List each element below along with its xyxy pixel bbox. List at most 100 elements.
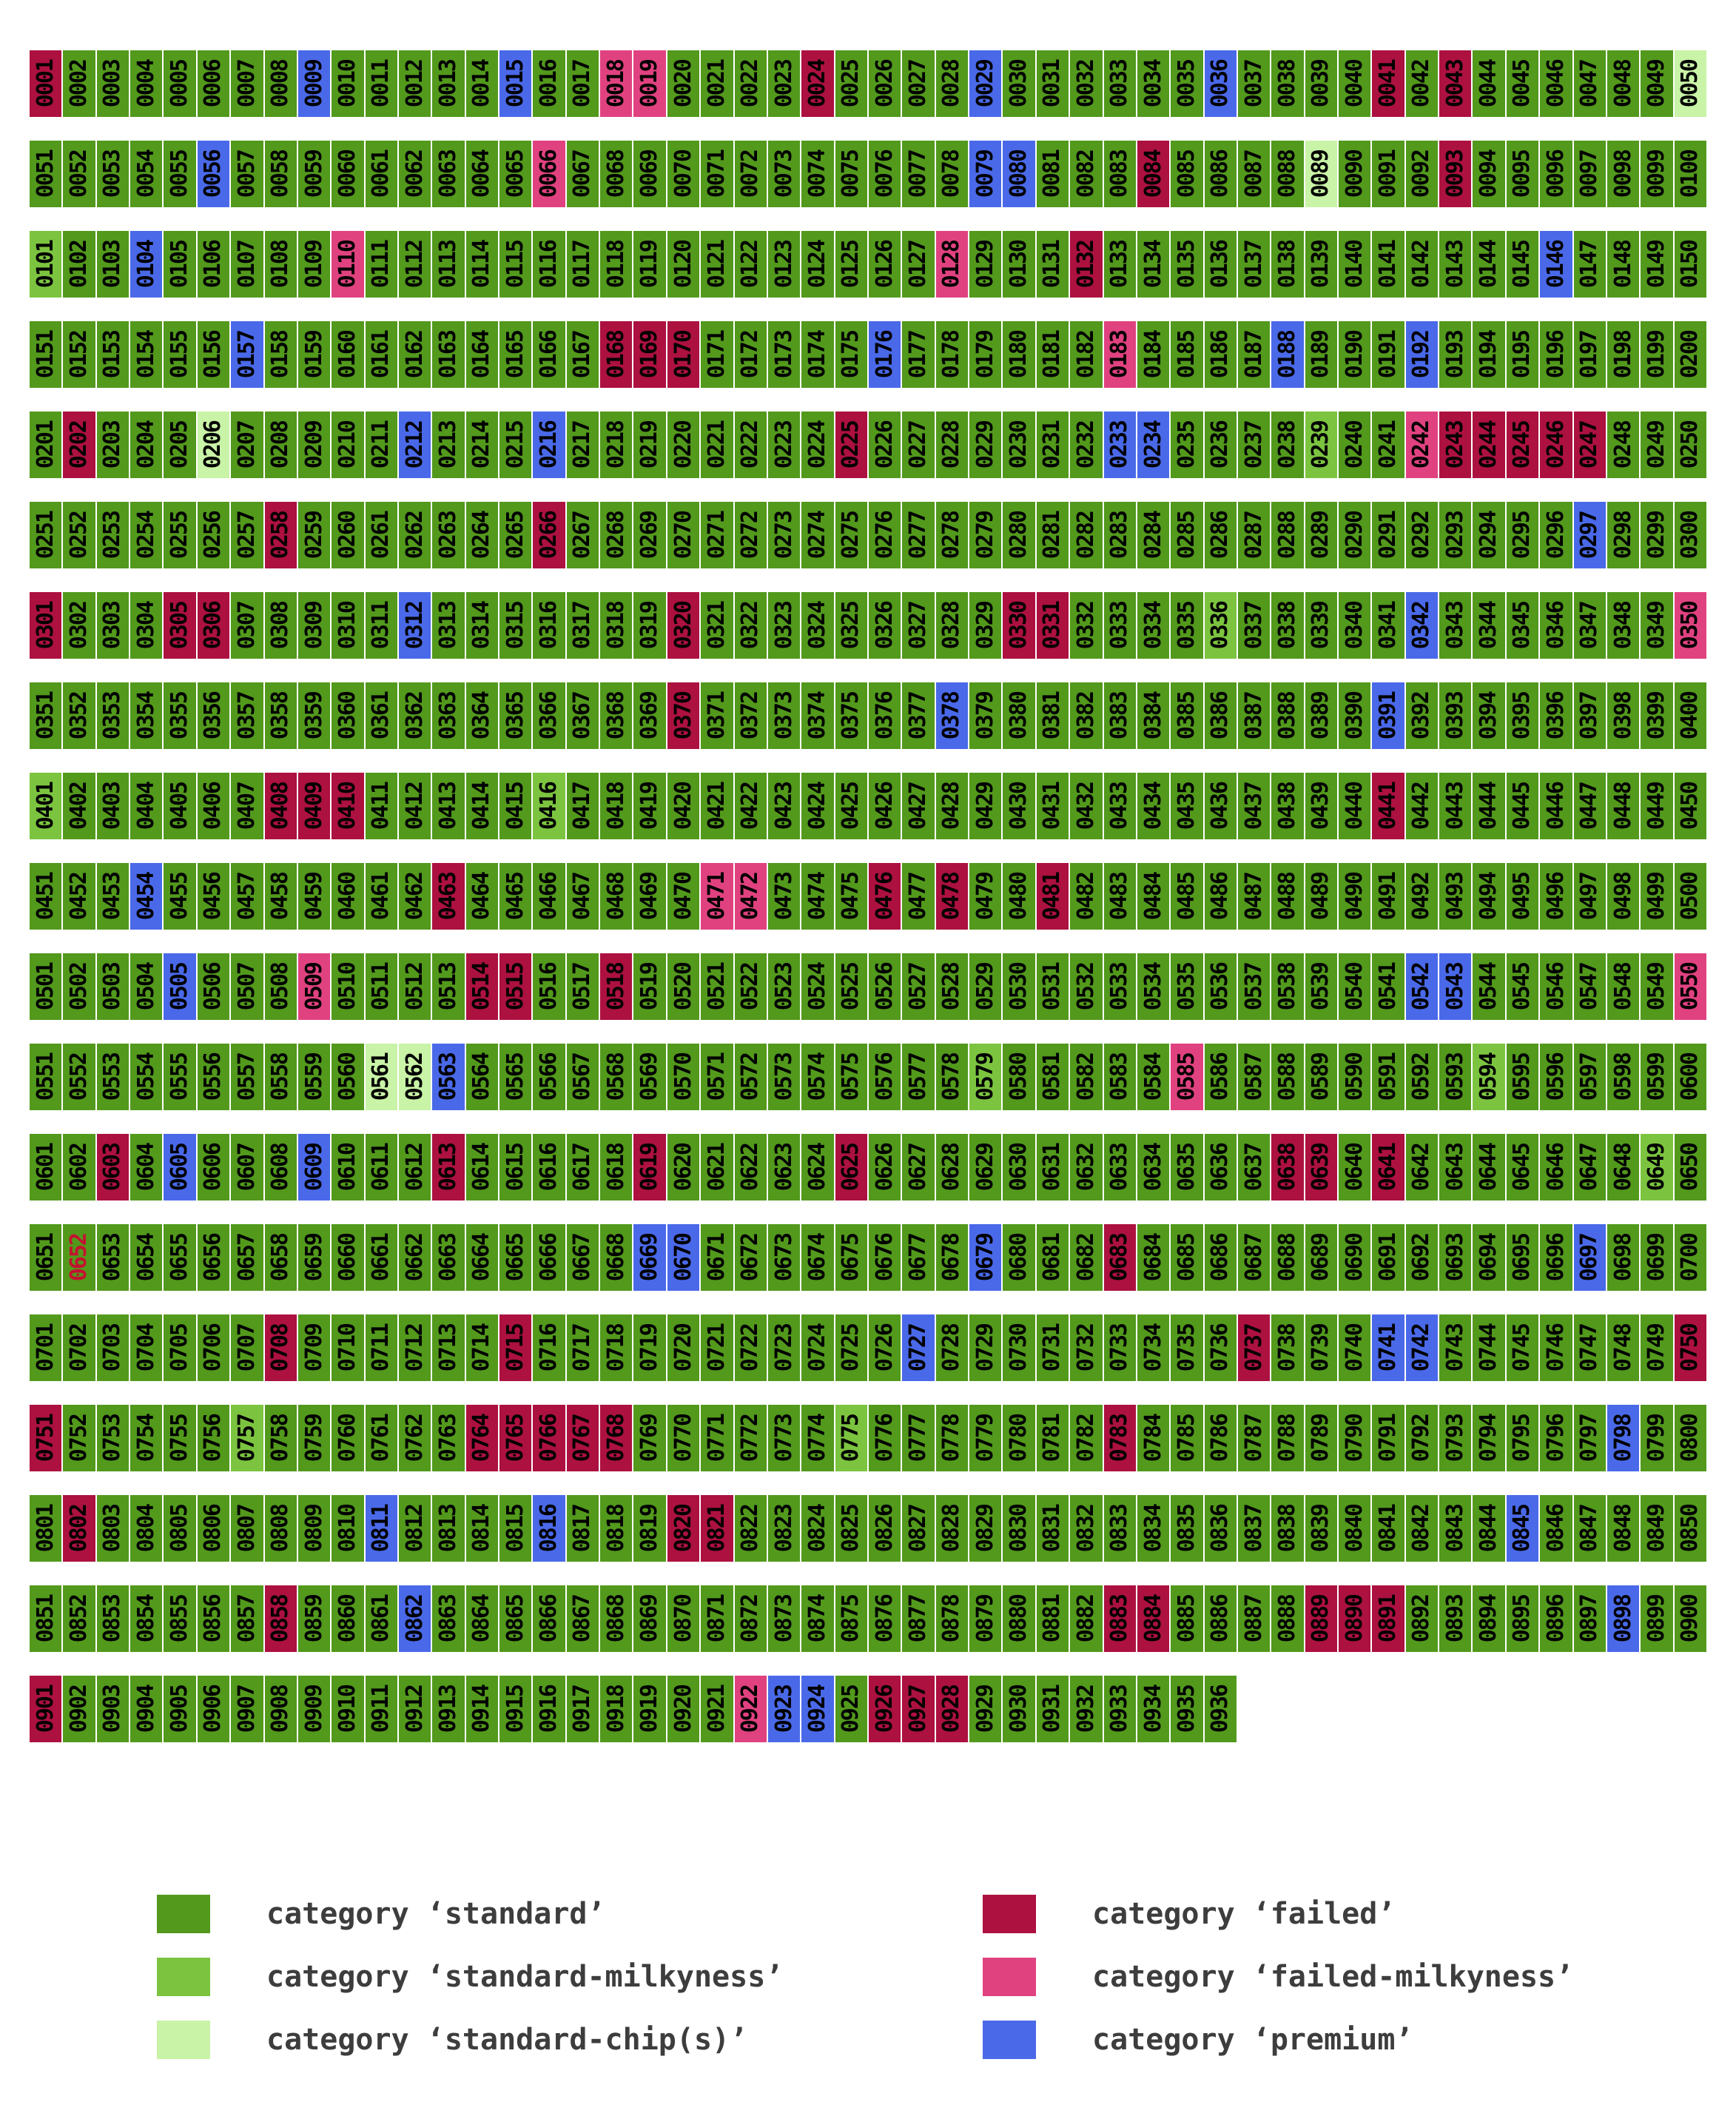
- cell-0549: 0549: [1641, 953, 1673, 1020]
- cell-0511: 0511: [365, 953, 397, 1020]
- cell-0246: 0246: [1540, 412, 1572, 478]
- cell-label: 0635: [1173, 1143, 1200, 1192]
- cell-label: 0864: [468, 1594, 495, 1643]
- cell-label: 0240: [1341, 420, 1367, 469]
- cell-label: 0795: [1509, 1414, 1535, 1463]
- cell-label: 0352: [66, 691, 92, 740]
- cell-0103: 0103: [96, 231, 129, 298]
- cell-label: 0717: [569, 1323, 596, 1372]
- cell-label: 0927: [905, 1685, 932, 1733]
- cell-0554: 0554: [130, 1044, 163, 1110]
- cell-label: 0480: [1006, 872, 1032, 921]
- legend-label: category ‘premium’: [1092, 2023, 1413, 2057]
- cell-0782: 0782: [1070, 1405, 1103, 1471]
- cell-0349: 0349: [1641, 592, 1673, 659]
- cell-label: 0250: [1677, 420, 1703, 469]
- cell-0917: 0917: [566, 1676, 599, 1742]
- cell-0289: 0289: [1305, 502, 1338, 568]
- cell-label: 0256: [200, 511, 226, 560]
- cell-0746: 0746: [1540, 1314, 1572, 1381]
- cell-0389: 0389: [1305, 682, 1338, 749]
- cell-label: 0901: [32, 1685, 58, 1733]
- cell-label: 0821: [703, 1504, 730, 1553]
- cell-0784: 0784: [1137, 1405, 1170, 1471]
- cell-0909: 0909: [297, 1676, 331, 1742]
- cell-label: 0383: [1106, 691, 1133, 740]
- cell-0898: 0898: [1607, 1585, 1640, 1652]
- cell-label: 0761: [368, 1414, 394, 1463]
- cell-label: 0033: [1106, 59, 1133, 108]
- cell-0072: 0072: [734, 141, 767, 207]
- cell-label: 0744: [1476, 1323, 1502, 1372]
- cell-label: 0772: [737, 1414, 764, 1463]
- cell-0894: 0894: [1473, 1585, 1505, 1652]
- cell-label: 0561: [368, 1052, 394, 1101]
- cell-0851: 0851: [30, 1585, 62, 1652]
- cell-0269: 0269: [633, 502, 666, 568]
- cell-label: 0176: [871, 330, 898, 379]
- cell-0298: 0298: [1607, 502, 1640, 568]
- cell-label: 0541: [1375, 962, 1402, 1011]
- cell-label: 0200: [1677, 330, 1703, 379]
- cell-0266: 0266: [533, 502, 565, 568]
- cell-label: 0135: [1173, 240, 1200, 289]
- cell-label: 0104: [132, 240, 159, 289]
- cell-0491: 0491: [1372, 863, 1404, 930]
- cell-label: 0544: [1476, 962, 1502, 1011]
- cell-0921: 0921: [701, 1676, 733, 1742]
- cell-label: 0344: [1476, 601, 1502, 650]
- cell-label: 0028: [938, 59, 965, 108]
- cell-0184: 0184: [1137, 321, 1170, 388]
- cell-label: 0303: [99, 601, 126, 650]
- cell-label: 0454: [132, 872, 159, 921]
- cell-0301: 0301: [30, 592, 62, 659]
- cell-label: 0629: [972, 1143, 998, 1192]
- cell-label: 0881: [1039, 1594, 1066, 1643]
- cell-0814: 0814: [465, 1495, 499, 1562]
- cell-label: 0584: [1140, 1052, 1166, 1101]
- cell-label: 0338: [1274, 601, 1300, 650]
- cell-label: 0332: [1072, 601, 1099, 650]
- cell-label: 0574: [804, 1052, 830, 1101]
- cell-0702: 0702: [63, 1314, 95, 1381]
- cell-label: 0752: [66, 1414, 92, 1463]
- cell-0385: 0385: [1171, 682, 1203, 749]
- cell-0139: 0139: [1305, 231, 1338, 298]
- cell-label: 0662: [401, 1233, 428, 1282]
- legend-label: category ‘failed-milkyness’: [1092, 1960, 1574, 1994]
- cell-label: 0639: [1308, 1143, 1334, 1192]
- cell-label: 0067: [569, 150, 596, 198]
- cell-label: 0853: [99, 1594, 126, 1643]
- grid-row: 0601 0602 0603 0604 0605 0606 0607 0608 0609 0610…: [30, 1134, 1706, 1200]
- cell-label: 0199: [1643, 330, 1669, 379]
- cell-label: 0895: [1509, 1594, 1535, 1643]
- cell-label: 0045: [1509, 59, 1535, 108]
- cell-0112: 0112: [398, 231, 431, 298]
- cell-0483: 0483: [1103, 863, 1136, 930]
- cell-0172: 0172: [734, 321, 767, 388]
- cell-label: 0201: [32, 420, 58, 469]
- cell-label: 0630: [1006, 1143, 1032, 1192]
- cell-label: 0892: [1408, 1594, 1435, 1643]
- cell-0226: 0226: [868, 412, 901, 478]
- cell-0795: 0795: [1506, 1405, 1539, 1471]
- cell-label: 0113: [434, 240, 461, 289]
- legend-swatch-standard: [157, 1895, 210, 1933]
- cell-0473: 0473: [767, 863, 801, 930]
- cell-label: 0928: [938, 1685, 965, 1733]
- cell-label: 0040: [1341, 59, 1367, 108]
- cell-label: 0054: [132, 150, 159, 198]
- cell-0813: 0813: [432, 1495, 465, 1562]
- cell-0840: 0840: [1339, 1495, 1371, 1562]
- cell-label: 0194: [1476, 330, 1502, 379]
- cell-0459: 0459: [297, 863, 331, 930]
- cell-label: 0645: [1509, 1143, 1535, 1192]
- cell-label: 0470: [670, 872, 696, 921]
- cell-0730: 0730: [1003, 1314, 1035, 1381]
- cell-0700: 0700: [1674, 1224, 1706, 1291]
- cell-label: 0002: [66, 59, 92, 108]
- cell-label: 0006: [200, 59, 226, 108]
- cell-0875: 0875: [835, 1585, 867, 1652]
- cell-label: 0870: [670, 1594, 696, 1643]
- cell-label: 0757: [233, 1414, 260, 1463]
